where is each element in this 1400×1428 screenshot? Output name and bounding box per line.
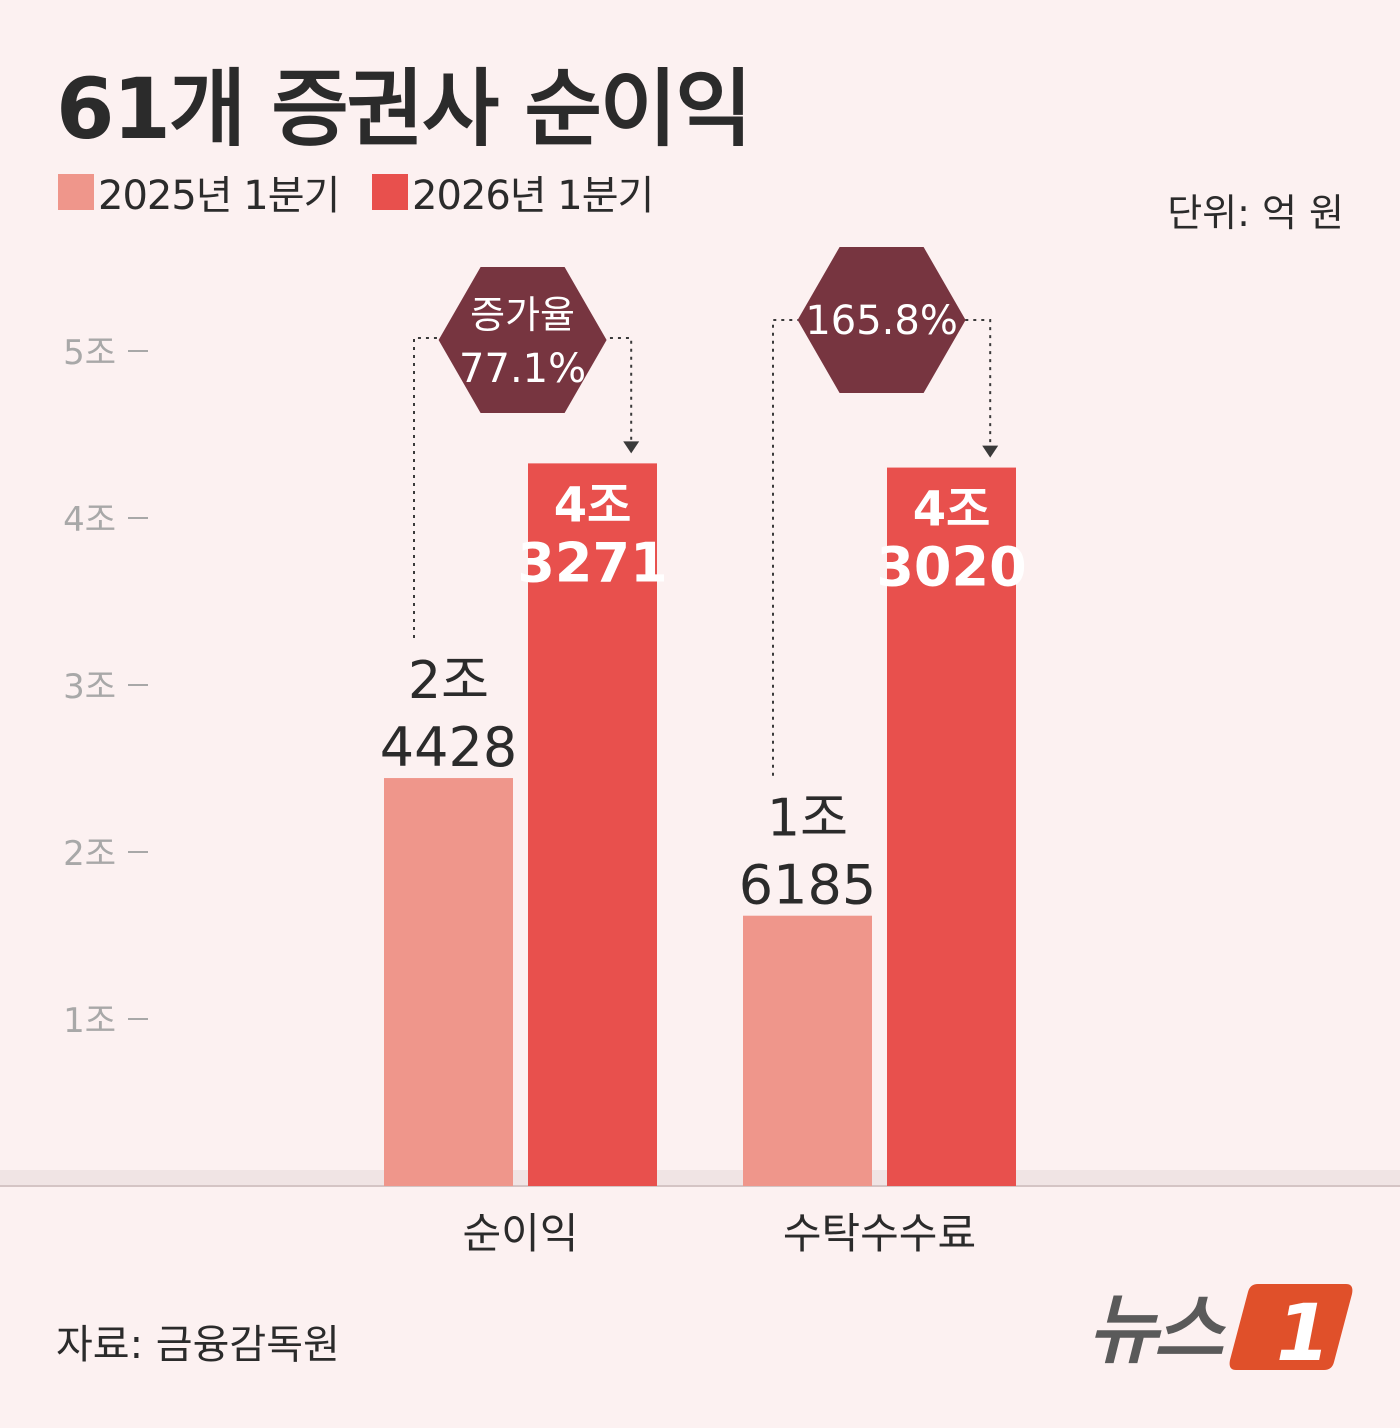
unit-label: 단위: 억 원: [1167, 191, 1344, 235]
legend-label-2026: 2026년 1분기: [412, 173, 654, 219]
axis-shadow: [0, 1170, 1400, 1186]
category-label: 수탁수수료: [783, 1209, 976, 1258]
growth-connector: [772, 319, 992, 776]
source-label: 자료: 금융감독원: [56, 1322, 340, 1368]
bar-2025: [384, 778, 513, 1186]
data-label-unit: 1조: [767, 789, 848, 849]
legend-item-2026: 2026년 1분기: [372, 166, 654, 219]
data-label-unit: 4조: [913, 482, 991, 538]
y-tick-label: 5조: [63, 333, 116, 373]
data-label-unit: 2조: [408, 651, 489, 711]
data-label-value: 3020: [876, 536, 1026, 599]
growth-label-value: 165.8%: [805, 298, 958, 344]
logo-mark: 1: [1276, 1289, 1330, 1379]
growth-label-title: 증가율: [470, 293, 575, 337]
data-label-unit: 4조: [554, 477, 632, 533]
data-label-value: 3271: [517, 531, 667, 594]
chart-title: 61개 증권사 순이익: [56, 60, 752, 158]
growth-arrow: [623, 441, 640, 454]
y-tick-label: 1조: [63, 1001, 116, 1041]
legend-swatch-2026: [372, 174, 408, 210]
data-label-value: 4428: [380, 716, 517, 779]
legend-item-2025: 2025년 1분기: [58, 166, 340, 219]
y-tick-label: 4조: [63, 500, 116, 540]
legend-swatch-2025: [58, 174, 94, 210]
growth-badge: [438, 267, 607, 413]
bar-2026: [887, 467, 1016, 1186]
growth-badge: [797, 247, 966, 393]
logo-text: 뉴스: [1088, 1285, 1227, 1374]
legend-label-2025: 2025년 1분기: [98, 173, 340, 219]
data-label-value: 6185: [739, 854, 876, 917]
growth-label-value: 77.1%: [459, 346, 586, 392]
growth-arrow: [982, 445, 999, 458]
y-tick-label: 3조: [63, 667, 116, 707]
category-label: 순이익: [463, 1209, 579, 1258]
bar-2025: [743, 915, 872, 1186]
news1-logo: 뉴스 1: [1088, 1284, 1353, 1379]
bar-2026: [528, 463, 657, 1187]
y-tick-label: 2조: [63, 834, 116, 874]
logo-badge: [1229, 1284, 1353, 1370]
